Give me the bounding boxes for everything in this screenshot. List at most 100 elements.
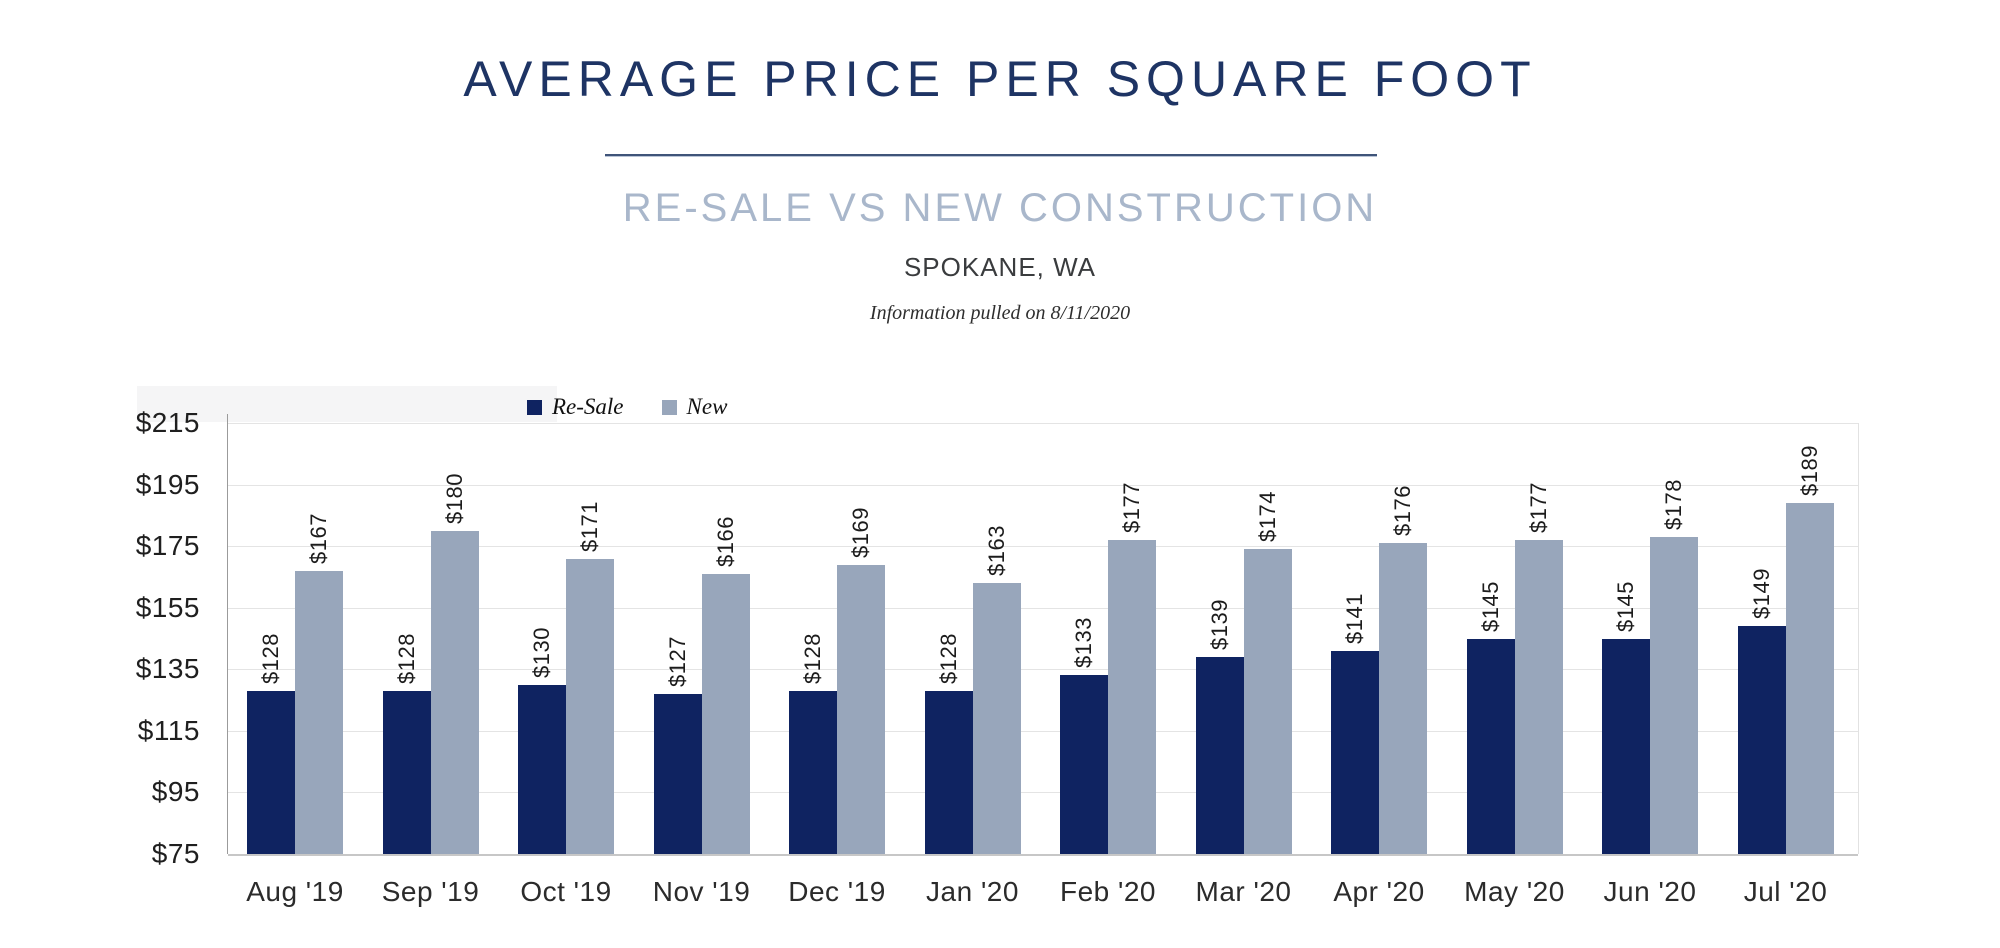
y-axis-tick-label: $195 xyxy=(135,468,200,500)
bar-new-12 xyxy=(1785,503,1834,854)
gridline-155 xyxy=(228,607,1858,609)
bar-value-text: $133 xyxy=(1071,617,1096,669)
gridline-195 xyxy=(228,484,1858,486)
legend-swatch-icon xyxy=(661,399,677,415)
x-axis-tick-label: Nov '19 xyxy=(652,876,751,907)
bar-value-label: $174 xyxy=(1223,491,1313,542)
chart-legend: Re-Sale New xyxy=(527,394,727,420)
bar-value-text: $128 xyxy=(800,632,825,684)
bar-value-text: $174 xyxy=(1254,491,1280,543)
bar-re-sale-5 xyxy=(789,690,837,854)
chart-background-tint xyxy=(137,386,557,422)
bar-value-label: $163 xyxy=(952,525,1042,576)
info-note: Information pulled on 8/11/2020 xyxy=(869,302,1131,324)
bar-value-label: $189 xyxy=(1765,445,1855,496)
y-axis-tick-label: $115 xyxy=(137,714,200,746)
legend-item-new: New xyxy=(661,394,728,420)
plot-right-border xyxy=(1858,423,1859,854)
y-axis-line xyxy=(227,414,228,854)
bar-re-sale-2 xyxy=(382,690,431,854)
bar-value-label: $169 xyxy=(816,507,906,558)
bar-value-text: $145 xyxy=(1477,580,1503,632)
gridline-95 xyxy=(228,792,1858,794)
legend-label: New xyxy=(686,394,728,419)
x-axis-tick-label: Jun '20 xyxy=(1603,876,1697,907)
x-axis-tick-label: Jan '20 xyxy=(926,876,1019,907)
bar-new-11 xyxy=(1650,536,1698,854)
y-axis-tick-label: $215 xyxy=(135,407,200,438)
bar-value-label: $178 xyxy=(1629,479,1719,530)
bar-re-sale-4 xyxy=(653,693,702,854)
bar-new-2 xyxy=(430,530,479,855)
y-axis-tick-label: $175 xyxy=(135,530,200,562)
bar-new-7 xyxy=(1108,540,1156,854)
bar-value-label: $177 xyxy=(1087,482,1177,533)
x-axis-tick-label: Sep '19 xyxy=(381,876,480,907)
legend-swatch-icon xyxy=(527,399,542,415)
x-axis-line xyxy=(228,854,1858,856)
bar-value-text: $171 xyxy=(577,500,602,552)
page-title: AVERAGE PRICE PER SQUARE FOOT xyxy=(463,51,1537,107)
bar-value-label: $176 xyxy=(1358,485,1448,536)
bar-value-text: $128 xyxy=(935,632,961,684)
bar-value-text: $130 xyxy=(529,626,554,678)
bar-re-sale-12 xyxy=(1737,626,1786,854)
bar-value-text: $167 xyxy=(306,512,331,564)
x-axis-tick-label: Feb '20 xyxy=(1059,876,1157,907)
y-axis-tick-label: $95 xyxy=(151,776,200,808)
x-axis-tick-label: Aug '19 xyxy=(246,876,344,907)
bar-value-text: $145 xyxy=(1613,580,1638,632)
bar-re-sale-3 xyxy=(518,684,566,854)
x-axis-tick-label: Dec '19 xyxy=(788,876,886,907)
legend-label: Re-Sale xyxy=(552,394,624,419)
bar-new-10 xyxy=(1514,540,1563,854)
bar-value-text: $176 xyxy=(1390,485,1415,537)
bar-re-sale-6 xyxy=(924,690,973,854)
bar-new-6 xyxy=(972,583,1021,854)
x-axis-tick-label: Jul '20 xyxy=(1743,876,1828,907)
bar-value-label: $166 xyxy=(681,516,771,567)
bar-value-text: $127 xyxy=(664,635,690,687)
bar-re-sale-11 xyxy=(1602,638,1650,854)
bar-new-8 xyxy=(1243,549,1292,854)
bar-re-sale-10 xyxy=(1466,638,1515,854)
legend-item-re-sale: Re-Sale xyxy=(527,394,624,420)
bar-value-text: $177 xyxy=(1119,482,1144,533)
bar-value-label: $177 xyxy=(1494,482,1584,533)
bar-value-text: $169 xyxy=(848,506,873,558)
bar-value-text: $166 xyxy=(712,515,738,567)
bar-new-3 xyxy=(566,558,614,854)
bar-value-text: $128 xyxy=(258,632,283,684)
title-divider xyxy=(605,154,1377,157)
bar-value-label: $167 xyxy=(274,513,364,564)
bar-value-text: $178 xyxy=(1661,478,1686,530)
bar-value-text: $141 xyxy=(1342,592,1367,644)
bar-new-1 xyxy=(295,570,343,854)
bar-value-label: $180 xyxy=(410,473,500,524)
gridline-175 xyxy=(228,546,1858,548)
bar-re-sale-9 xyxy=(1331,650,1379,854)
bar-value-text: $149 xyxy=(1748,568,1774,620)
x-axis-tick-label: Apr '20 xyxy=(1333,876,1425,907)
y-axis-tick-label: $155 xyxy=(135,591,200,623)
x-axis-tick-label: May '20 xyxy=(1464,876,1565,907)
x-axis-tick-label: Oct '19 xyxy=(520,876,612,907)
bar-value-text: $180 xyxy=(441,472,467,524)
x-axis-tick-label: Mar '20 xyxy=(1195,876,1292,907)
y-axis-tick-label: $135 xyxy=(135,653,200,685)
bar-value-text: $163 xyxy=(983,525,1009,577)
gridline-215 xyxy=(228,423,1858,424)
location-label: SPOKANE, WA xyxy=(903,252,1097,282)
page-subtitle: RE-SALE VS NEW CONSTRUCTION xyxy=(622,186,1378,230)
bar-value-text: $177 xyxy=(1525,482,1551,533)
gridline-115 xyxy=(228,730,1858,732)
bar-value-text: $128 xyxy=(393,632,419,684)
bar-new-4 xyxy=(701,573,750,854)
bar-new-5 xyxy=(837,564,885,854)
bar-re-sale-1 xyxy=(247,690,295,854)
gridline-135 xyxy=(228,669,1858,671)
bar-value-text: $139 xyxy=(1206,599,1232,650)
bar-re-sale-8 xyxy=(1195,657,1244,854)
bar-new-9 xyxy=(1379,543,1427,854)
